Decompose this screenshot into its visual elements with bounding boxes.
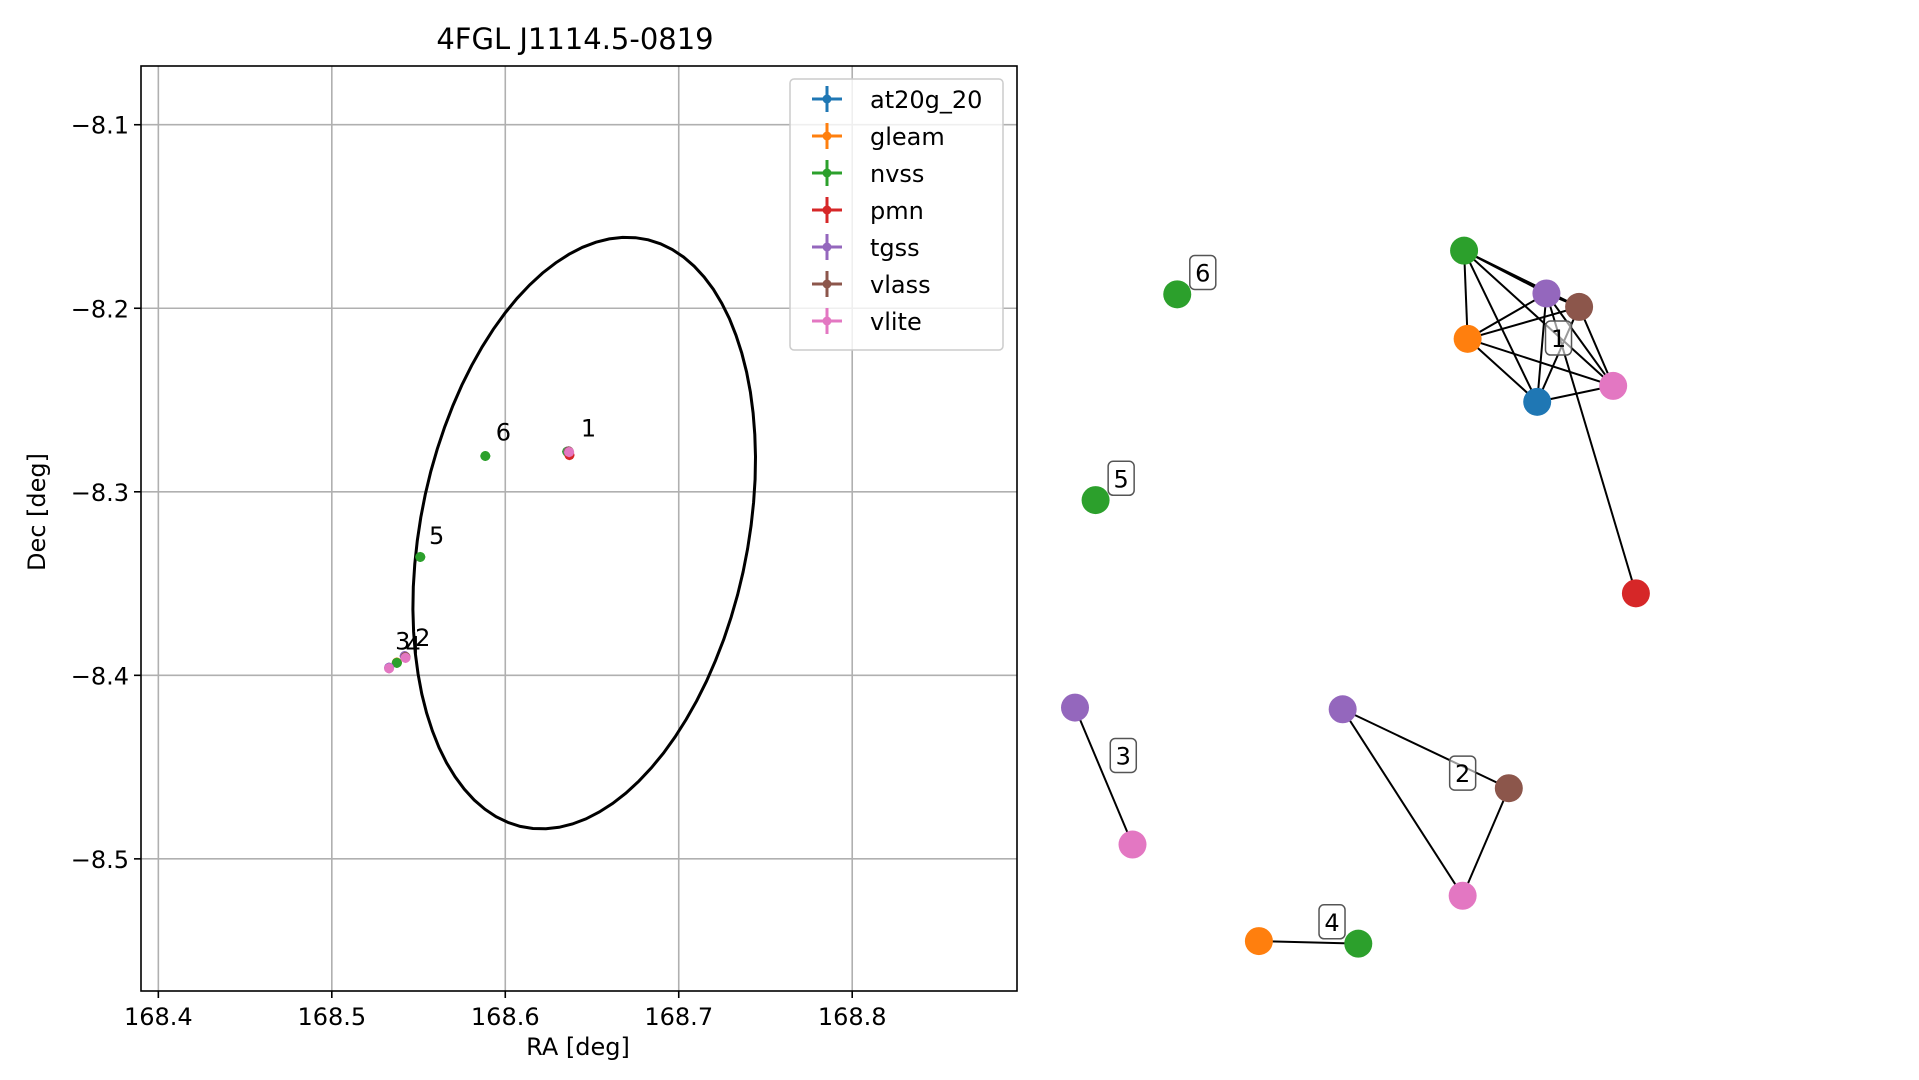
- legend-entry-at20g_20: at20g_20: [812, 86, 982, 114]
- network-node: [1532, 279, 1561, 308]
- legend-entry-gleam: gleam: [812, 123, 945, 151]
- network-node: [1565, 292, 1594, 321]
- network-edges: [1074, 249, 1637, 945]
- network-node: [1599, 371, 1628, 400]
- group-label-box: 2: [1448, 755, 1477, 791]
- network-group-labels: 1 2 3 4 5 6: [1107, 254, 1573, 940]
- point-annotation: 6: [496, 418, 511, 446]
- x-tick-label: 168.6: [471, 1003, 540, 1031]
- group-label-box: 3: [1109, 737, 1138, 774]
- point-annotation: 1: [581, 415, 596, 443]
- network-nodes: [1061, 236, 1650, 958]
- network-node: [1453, 324, 1482, 353]
- legend-label: nvss: [870, 160, 924, 188]
- network-node: [1163, 280, 1192, 309]
- network-edge: [1258, 940, 1359, 945]
- network-edge: [1463, 250, 1539, 403]
- group-label: 6: [1195, 259, 1210, 287]
- network-node: [1081, 486, 1110, 515]
- legend-entry-vlass: vlass: [812, 271, 931, 299]
- x-tick-label: 168.4: [124, 1003, 193, 1031]
- y-tick-label: −8.2: [71, 295, 129, 323]
- group-label: 2: [1455, 760, 1470, 788]
- point-annotation: 5: [429, 522, 444, 550]
- network-edge: [1074, 707, 1134, 845]
- axes-frame: [140, 65, 1018, 992]
- y-tick-label: −8.5: [71, 846, 129, 874]
- group-label-box: 5: [1107, 460, 1135, 497]
- source-markers: [384, 446, 575, 674]
- network-node: [1118, 830, 1147, 859]
- group-label: 3: [1116, 742, 1131, 770]
- point-annotation: 3: [395, 628, 410, 656]
- group-label: 5: [1114, 465, 1129, 493]
- legend-entry-pmn: pmn: [812, 197, 924, 225]
- group-label-box: 4: [1318, 904, 1346, 940]
- group-label: 1: [1551, 325, 1566, 353]
- network-edge: [1461, 787, 1510, 897]
- marker-nvss: [415, 551, 426, 562]
- network-node: [1448, 881, 1477, 910]
- marker-vlite: [400, 652, 411, 663]
- network-edge: [1466, 338, 1538, 403]
- network-node: [1244, 927, 1273, 956]
- network-node: [1621, 579, 1650, 608]
- x-tick-label: 168.5: [297, 1003, 366, 1031]
- point-annotations: 1 234 5 6: [395, 415, 596, 660]
- marker-nvss: [391, 657, 402, 668]
- network-edge: [1463, 249, 1580, 308]
- network-edge: [1467, 292, 1547, 340]
- x-tick-label: 168.8: [818, 1003, 887, 1031]
- legend-label: pmn: [870, 197, 924, 225]
- x-axis-label: RA [deg]: [526, 1033, 630, 1061]
- network-edge: [1342, 708, 1510, 790]
- network-edge: [1341, 708, 1464, 897]
- grid-lines: [141, 66, 1017, 991]
- point-annotation: 2: [415, 624, 430, 652]
- x-axis-ticks: 168.4 168.5 168.6 168.7 168.8: [124, 991, 887, 1031]
- network-edge: [1545, 292, 1614, 387]
- network-node: [1344, 929, 1373, 958]
- network-node: [1523, 387, 1552, 416]
- legend-label: at20g_20: [870, 86, 982, 114]
- association-network-graph: 1 2 3 4 5 6: [1061, 236, 1650, 958]
- group-label: 4: [1324, 909, 1339, 937]
- legend-label: tgss: [870, 234, 920, 262]
- network-edge: [1536, 293, 1548, 402]
- network-edge: [1578, 306, 1615, 387]
- y-axis-label: Dec [deg]: [23, 453, 51, 571]
- group-label-box: 1: [1544, 320, 1573, 356]
- legend-frame: [789, 78, 1004, 351]
- localization-ellipse: [411, 235, 758, 831]
- group-label-box: 6: [1189, 254, 1217, 291]
- legend-label: vlass: [870, 271, 931, 299]
- legend-label: gleam: [870, 123, 945, 151]
- y-axis-ticks: −8.1 −8.2 −8.3 −8.4 −8.5: [71, 112, 141, 874]
- marker-vlite: [384, 663, 395, 674]
- network-edge: [1463, 250, 1469, 339]
- y-tick-label: −8.1: [71, 112, 129, 140]
- point-annotation: 4: [406, 631, 421, 659]
- network-node: [1328, 695, 1357, 724]
- chart-title: 4FGL J1114.5-0819: [436, 22, 713, 56]
- marker-vlite: [564, 447, 575, 458]
- y-tick-label: −8.3: [71, 479, 129, 507]
- legend-entry-vlite: vlite: [812, 308, 922, 336]
- legend-entry-nvss: nvss: [812, 160, 924, 188]
- network-node: [1494, 774, 1523, 803]
- x-tick-label: 168.7: [644, 1003, 713, 1031]
- network-edge: [1467, 337, 1614, 387]
- marker-nvss: [480, 451, 491, 462]
- y-tick-label: −8.4: [71, 662, 129, 690]
- network-node: [1450, 236, 1479, 265]
- legend-entry-tgss: tgss: [812, 234, 920, 262]
- network-edge: [1467, 305, 1580, 340]
- network-node: [1061, 693, 1089, 722]
- legend-label: vlite: [870, 308, 922, 336]
